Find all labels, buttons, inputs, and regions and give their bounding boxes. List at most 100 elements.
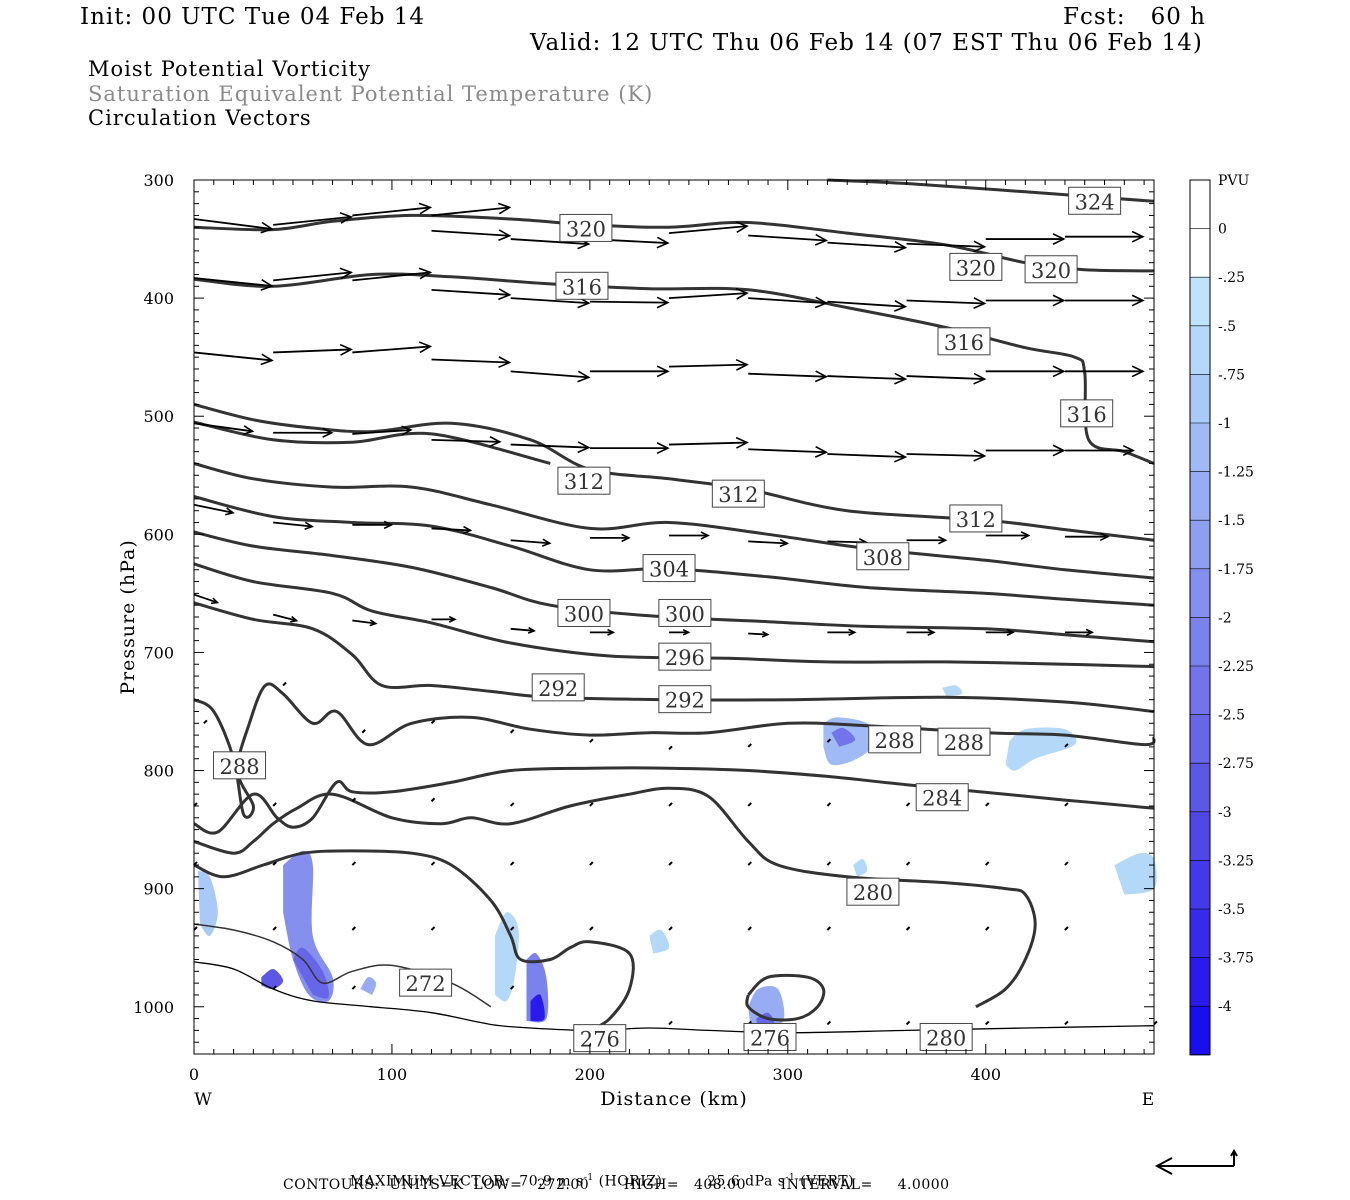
small-vector bbox=[272, 802, 277, 807]
circulation-vector bbox=[668, 221, 749, 235]
circulation-vector bbox=[510, 538, 552, 547]
colorbar-label: -2.5 bbox=[1218, 708, 1245, 724]
circulation-vector bbox=[352, 619, 378, 627]
circulation-vector bbox=[985, 531, 1031, 540]
circulation-vector bbox=[748, 538, 790, 548]
pv-region bbox=[494, 912, 519, 1002]
contour-label: 304 bbox=[642, 554, 696, 583]
contour-label-text: 280 bbox=[853, 881, 893, 905]
valid-time: Valid: 12 UTC Thu 06 Feb 14 (07 EST Thu … bbox=[530, 30, 1203, 56]
circulation-vector bbox=[906, 536, 948, 545]
y-tick-label: 1000 bbox=[133, 998, 174, 1017]
pv-region bbox=[360, 977, 377, 995]
circulation-vector bbox=[193, 218, 274, 234]
small-vector bbox=[430, 797, 436, 802]
colorbar-label: -2.75 bbox=[1218, 756, 1254, 772]
reference-vector-icon bbox=[1154, 1149, 1238, 1175]
contour-label: 272 bbox=[399, 968, 453, 997]
small-vector bbox=[747, 861, 752, 866]
contour-label-text: 316 bbox=[1067, 403, 1107, 427]
contour-label: 292 bbox=[658, 685, 712, 714]
pv-colorbar: 0 -.25 -.5 -.75 -1 -1.25 -1.5 -1.75 -2 -2.25 -2.5 -… bbox=[1189, 179, 1254, 1056]
colorbar-label: -1.25 bbox=[1218, 465, 1254, 481]
small-vector bbox=[905, 926, 911, 931]
circulation-vector bbox=[193, 422, 255, 436]
pv-region bbox=[831, 727, 856, 747]
circulation-vector bbox=[589, 533, 631, 543]
contour-label: 300 bbox=[658, 598, 712, 627]
small-vector bbox=[509, 729, 515, 734]
max-vector-line: MAXIMUM VECTOR: 70.9 m s-1 (HORIZ) 25.6 … bbox=[340, 1157, 854, 1190]
circulation-vector bbox=[1064, 628, 1095, 637]
field-title-mpv: Moist Potential Vorticity bbox=[88, 57, 371, 81]
x-tick-label: 100 bbox=[377, 1065, 408, 1084]
colorbar-label: -.75 bbox=[1218, 367, 1245, 383]
theta-es-contour-276 bbox=[745, 973, 826, 1022]
small-vector bbox=[589, 861, 594, 866]
contour-label-text: 308 bbox=[863, 546, 903, 570]
contour-label: 320 bbox=[559, 213, 613, 242]
circulation-vector bbox=[669, 531, 710, 540]
colorbar-swatch bbox=[1190, 277, 1210, 327]
circulation-vector bbox=[193, 503, 235, 516]
circulation-vector bbox=[272, 613, 299, 623]
small-vector bbox=[430, 861, 436, 866]
x-axis-west-label: W bbox=[194, 1090, 212, 1110]
circulation-vector bbox=[273, 212, 354, 226]
colorbar-swatch bbox=[1190, 957, 1210, 1007]
contour-label: 284 bbox=[915, 783, 969, 812]
circulation-vector bbox=[431, 202, 512, 217]
circulation-vector bbox=[193, 277, 274, 291]
theta-es-contour-308 bbox=[193, 462, 1155, 580]
contour-label: 288 bbox=[937, 727, 991, 756]
circulation-vector bbox=[431, 615, 457, 623]
terrain-line bbox=[193, 961, 1155, 1034]
small-vector bbox=[351, 985, 357, 990]
contour-label: 308 bbox=[856, 542, 910, 571]
small-vector bbox=[905, 802, 911, 807]
colorbar-label: -2.25 bbox=[1218, 659, 1254, 675]
contour-label: 312 bbox=[557, 466, 611, 495]
contour-label-text: 284 bbox=[922, 787, 962, 811]
colorbar-swatch bbox=[1190, 1006, 1210, 1056]
contour-label-text: 288 bbox=[944, 731, 984, 755]
contour-label-text: 316 bbox=[562, 275, 602, 299]
small-vector bbox=[1064, 802, 1069, 807]
small-vector bbox=[1064, 743, 1069, 748]
pv-region bbox=[942, 685, 963, 697]
circulation-vector bbox=[1064, 444, 1136, 456]
vert-max-exponent: -1 bbox=[785, 1173, 796, 1183]
contour-label-text: 312 bbox=[718, 483, 758, 507]
circulation-vector bbox=[431, 288, 512, 301]
y-axis-label: Pressure (hPa) bbox=[117, 539, 139, 695]
small-vector bbox=[430, 926, 436, 931]
small-vector bbox=[668, 926, 673, 931]
contour-label: 320 bbox=[1024, 255, 1078, 284]
colorbar-swatch bbox=[1190, 228, 1210, 278]
colorbar-swatch bbox=[1190, 471, 1210, 521]
small-vector bbox=[826, 738, 832, 743]
circulation-vector bbox=[431, 436, 502, 448]
small-vector bbox=[1064, 861, 1069, 866]
small-vector bbox=[747, 743, 752, 748]
circulation-vector bbox=[352, 425, 413, 436]
small-vector bbox=[668, 745, 673, 750]
contour-label: 280 bbox=[846, 877, 900, 906]
x-tick-label: 200 bbox=[575, 1065, 606, 1084]
contour-label-layer: 324 320 320 320 316 316 316 312 312 312 308 304 300 3… bbox=[213, 186, 1122, 1053]
contour-label-text: 276 bbox=[580, 1028, 620, 1052]
circulation-vector bbox=[906, 240, 987, 253]
circulation-vector bbox=[352, 202, 433, 217]
colorbar-label: -1.75 bbox=[1218, 562, 1254, 578]
small-vector bbox=[985, 861, 990, 866]
small-vector bbox=[272, 985, 277, 990]
contour-label: 320 bbox=[949, 252, 1003, 281]
contour-label: 312 bbox=[949, 504, 1003, 533]
circulation-vector bbox=[193, 593, 220, 605]
theta-es-contour-280 bbox=[193, 786, 1037, 1009]
colorbar-swatch bbox=[1190, 666, 1210, 716]
small-vector bbox=[985, 802, 990, 807]
vert-max-value: 25.6 dPa s bbox=[707, 1173, 786, 1190]
x-tick-label: 300 bbox=[773, 1065, 804, 1084]
theta-es-contour-296 bbox=[193, 562, 1155, 669]
